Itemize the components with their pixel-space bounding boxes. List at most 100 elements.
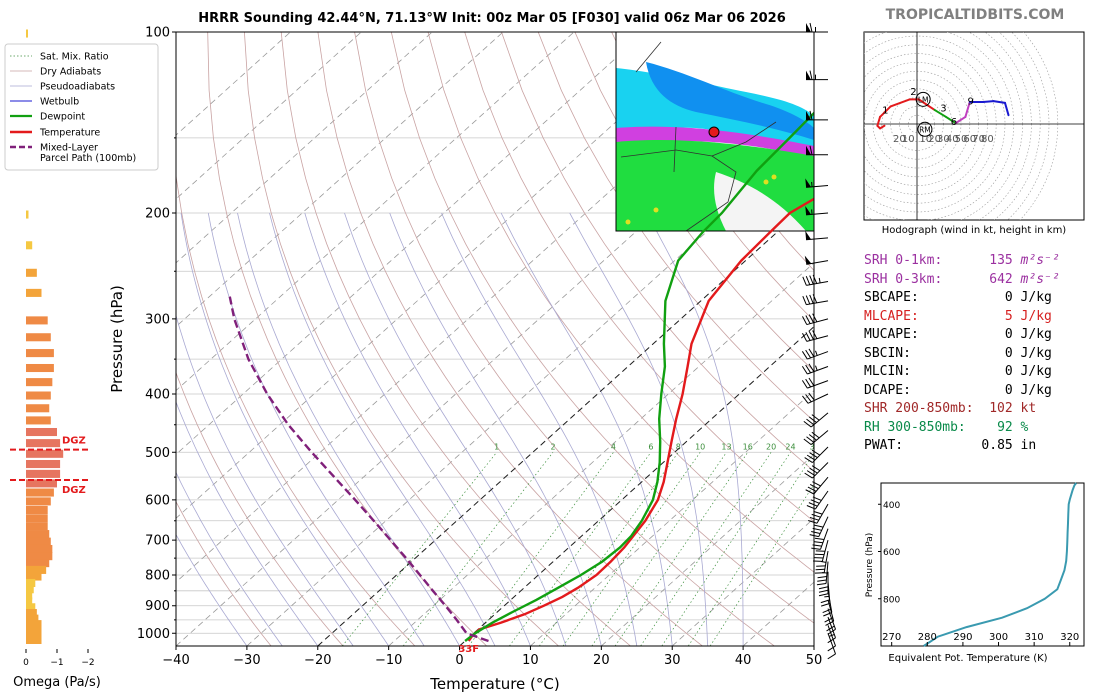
dry-adiabat [280, 32, 631, 646]
wind-barb [805, 205, 829, 216]
wind-barb [805, 178, 829, 188]
pseudoadiabat [207, 212, 425, 646]
barb-staff [810, 412, 829, 428]
barb-staff [818, 516, 829, 537]
wind-barb [826, 608, 836, 635]
hodograph-ring-label: 10 [902, 134, 915, 145]
dry-adiabat [317, 32, 703, 646]
wind-barb [806, 490, 829, 510]
omega-bar [26, 479, 57, 488]
wind-barb [813, 539, 829, 562]
hodograph-segment [982, 100, 995, 103]
barb-full [812, 481, 821, 487]
omega-bar [26, 591, 33, 600]
barb-staff [810, 430, 829, 446]
barb-staff [807, 393, 829, 404]
barb-full [818, 589, 829, 593]
barb-full [805, 332, 811, 341]
barb-full [811, 414, 820, 421]
stat-label: SHR 200-850mb: [864, 401, 974, 416]
omega-bar [26, 514, 48, 523]
storm-motion-label: LM [918, 95, 929, 104]
barb-full [811, 449, 821, 456]
barb-full [823, 612, 833, 617]
mixing-ratio-label: 16 [743, 442, 753, 451]
mixing-ratio-label: 8 [676, 442, 681, 451]
y-tick-label: 300 [145, 312, 170, 327]
omega-bar [26, 597, 33, 606]
dgz-label-bottom: DGZ [62, 485, 86, 496]
pseudoadiabat [389, 212, 602, 646]
barb-full [810, 499, 820, 504]
legend-entry: Dewpoint [40, 112, 85, 123]
stat-pad [974, 401, 990, 416]
stat-label: DCAPE: [864, 382, 911, 398]
barb-full [811, 465, 821, 472]
barb-staff [816, 503, 829, 524]
omega-bar [26, 268, 37, 277]
barb-full [809, 70, 813, 80]
omega-bar [26, 544, 53, 554]
omega-bar [26, 288, 42, 297]
isotherm [671, 517, 814, 646]
barb-full [808, 502, 818, 507]
stat-unit: J/kg [1012, 382, 1052, 398]
storm-motion-circle [917, 121, 933, 137]
barb-full [814, 524, 824, 528]
barb-flag [806, 70, 811, 80]
stat-unit: J/kg [1012, 364, 1052, 379]
theta-e-x-tick-label: 320 [1060, 632, 1079, 643]
barb-full [808, 348, 815, 357]
barb-full [817, 576, 827, 579]
barb-full [809, 452, 818, 459]
theta-e-y-label: Pressure (hPa) [865, 533, 875, 598]
barb-full [809, 467, 818, 474]
stat-value: 92 [997, 419, 1013, 435]
pseudoadiabat [176, 471, 283, 646]
pseudoadiabat [500, 212, 673, 646]
stat-unit: J/kg [1012, 327, 1052, 342]
barb-half [815, 350, 818, 356]
stat-row: SBCAPE: 0 J/kg [864, 290, 1094, 309]
stat-row: SRH 0-1km: 135 m²s⁻² [864, 253, 1094, 272]
stat-label: MLCIN: [864, 364, 911, 379]
omega-bar [26, 497, 51, 506]
wind-barb [802, 313, 829, 326]
dry-adiabat [464, 32, 814, 523]
barb-staff [827, 625, 836, 647]
wind-barb [809, 516, 829, 538]
theta-e-panel: 270 280 290 300 310 320 400 600 800 [878, 482, 1085, 647]
barb-full [804, 457, 813, 463]
barb-full [812, 544, 822, 547]
theta-e-x-label: Equivalent Pot. Temperature (K) [888, 653, 1047, 664]
mixing-ratio-label: 4 [611, 442, 616, 451]
hodograph-ring-label: 20 [928, 134, 941, 145]
barb-full [805, 378, 812, 388]
pseudoadiabat [176, 400, 319, 646]
stat-label: PWAT: [864, 438, 904, 453]
stat-label: MUCAPE: [864, 327, 919, 342]
y-tick-label: 700 [145, 534, 170, 549]
omega-bar [26, 333, 51, 342]
stat-row: MLCAPE: 5 J/kg [864, 309, 1094, 328]
barb-full [801, 365, 808, 375]
barb-full [809, 145, 813, 155]
barb-staff [827, 608, 836, 630]
barb-full [802, 276, 807, 286]
mixing-ratio-line [614, 452, 749, 646]
omega-tick-label: −1 [50, 658, 63, 668]
hodograph-height-label: 6 [951, 117, 957, 128]
barb-flag [804, 255, 812, 265]
barb-full [803, 438, 812, 446]
omega-bar [26, 378, 53, 387]
stat-label: RH 300-850mb: [864, 419, 966, 435]
omega-bar [26, 603, 36, 612]
omega-bar [26, 530, 50, 539]
barb-full [802, 295, 807, 305]
barb-full [826, 625, 835, 632]
stat-label: SRH 0-1km: [864, 253, 943, 268]
hodograph-ring-label: 60 [963, 134, 976, 145]
inset-heavy-rain-cell [763, 179, 769, 185]
barb-full [801, 351, 808, 360]
barb-staff [820, 528, 829, 550]
